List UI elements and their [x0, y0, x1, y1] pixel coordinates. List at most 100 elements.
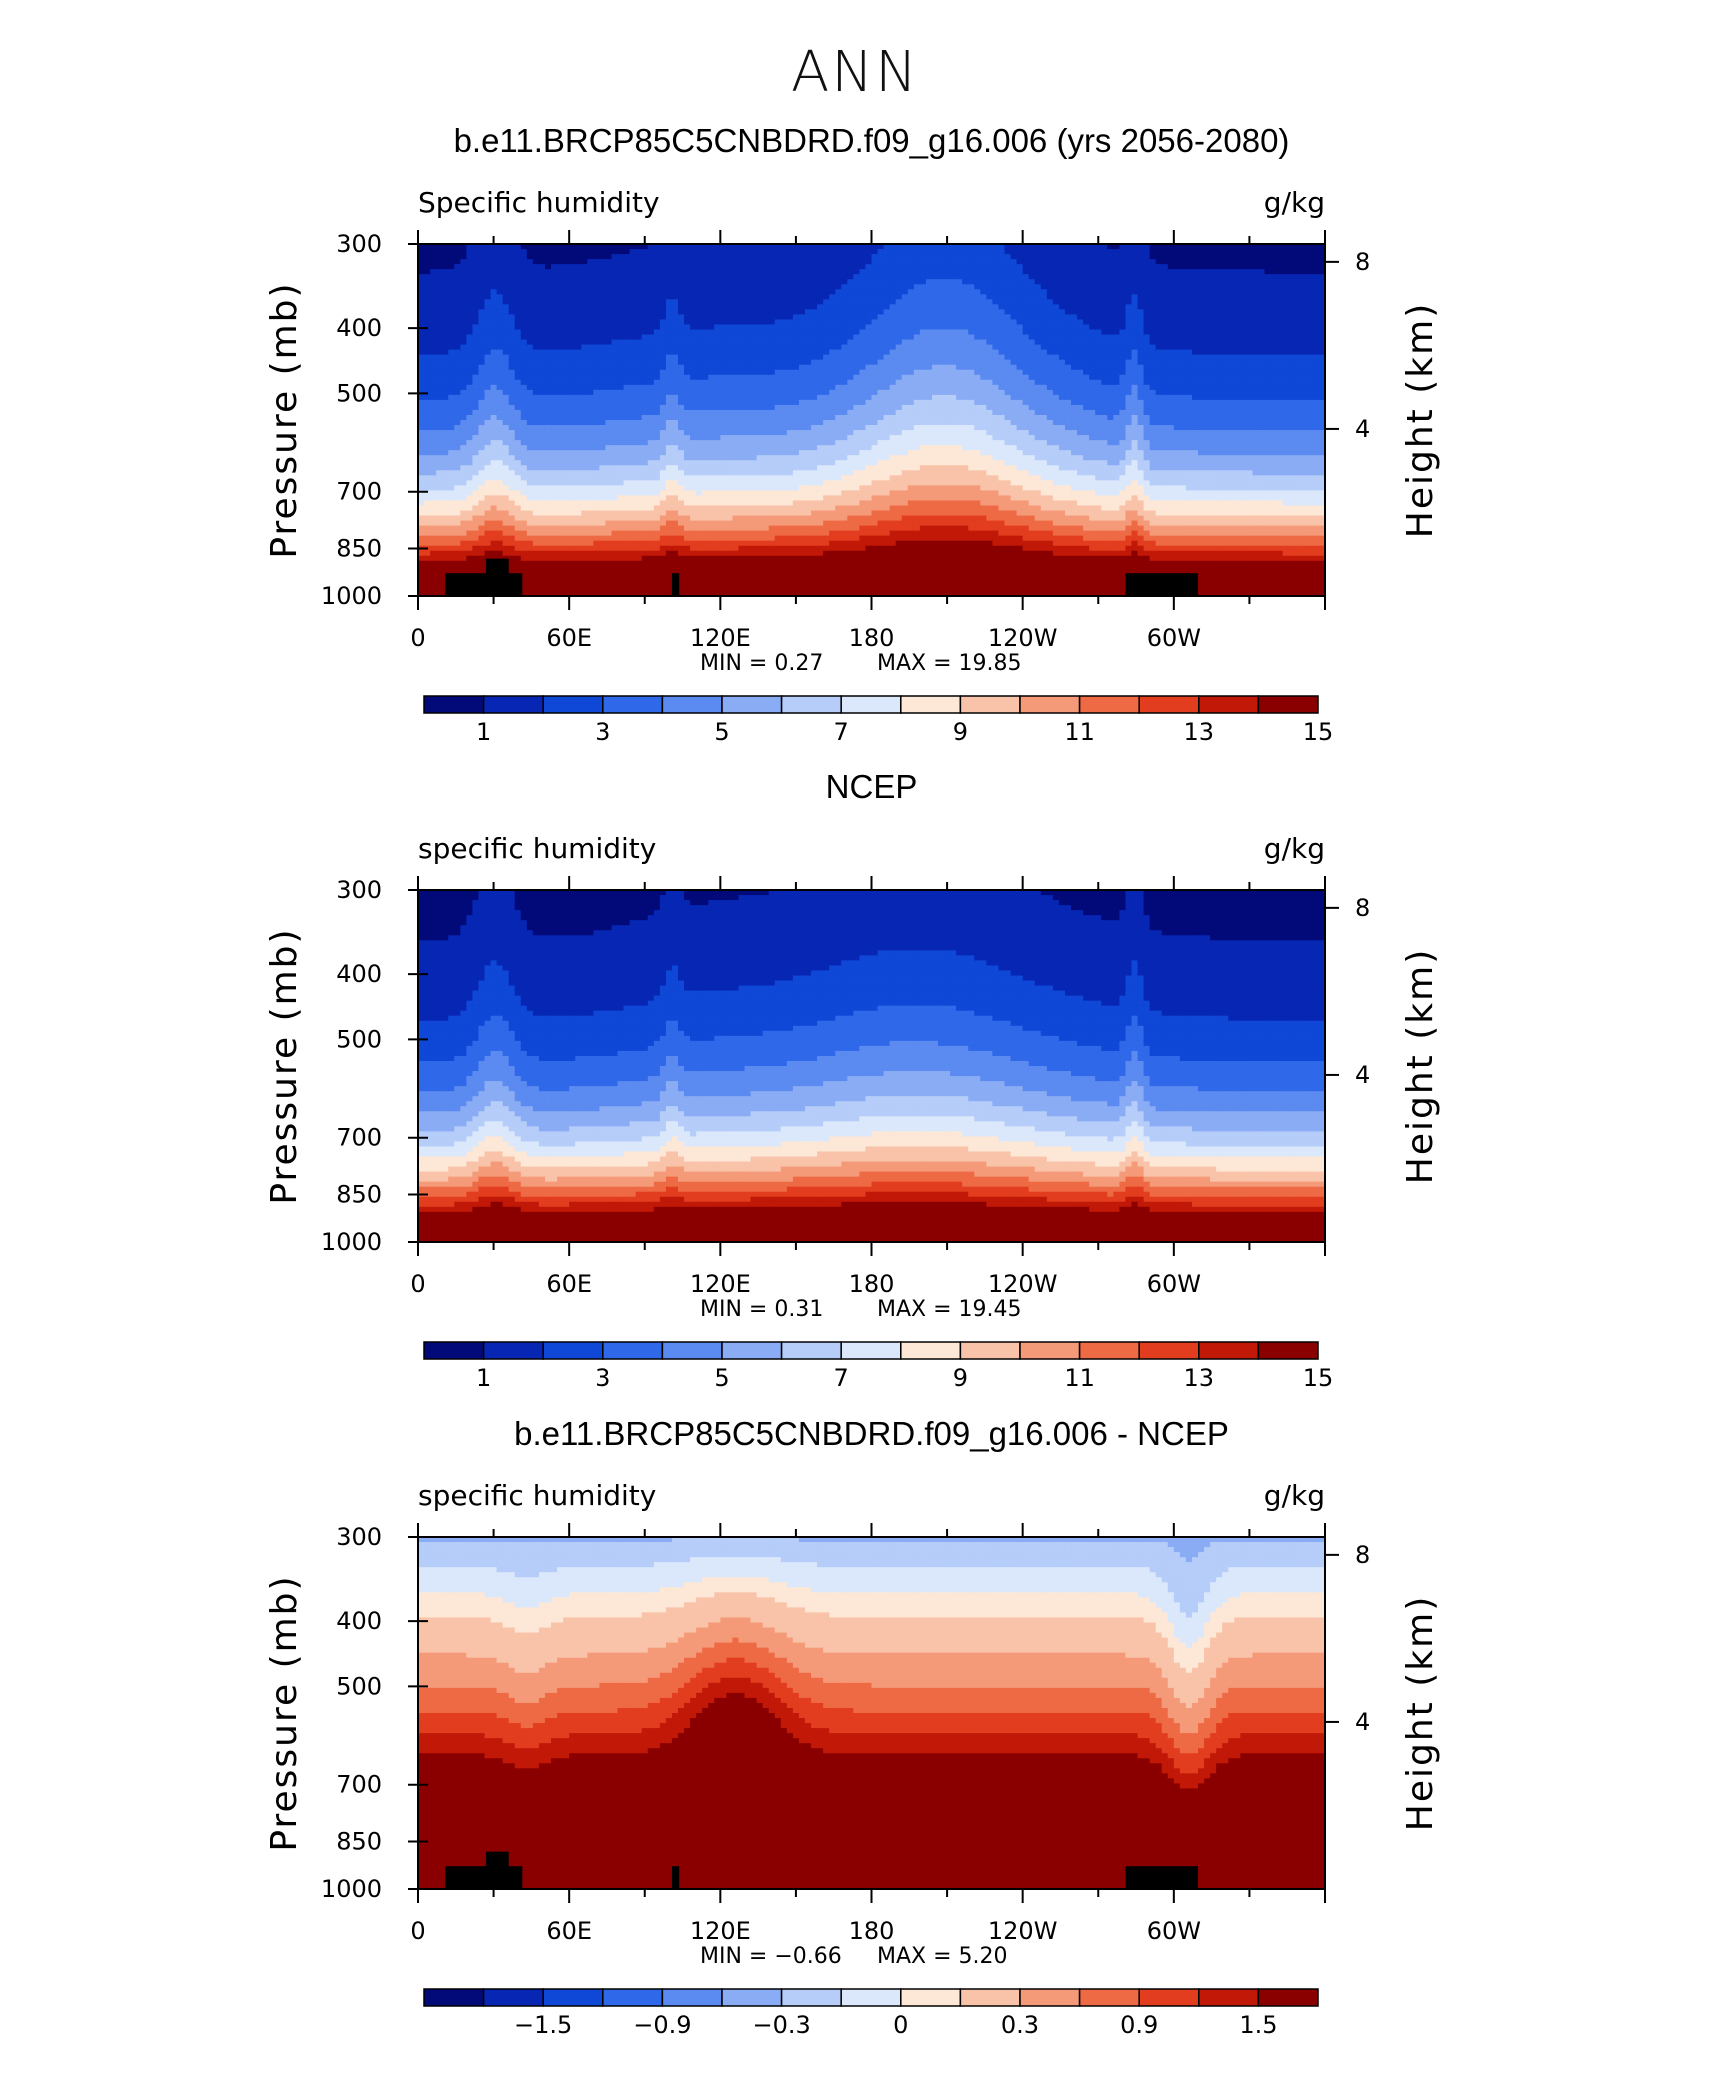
- contour-cell: [491, 541, 498, 547]
- contour-cell: [485, 395, 492, 401]
- contour-cell: [533, 299, 540, 305]
- contour-cell: [624, 546, 631, 552]
- contour-cell: [648, 289, 655, 295]
- contour-cell: [424, 495, 431, 501]
- contour-cell: [745, 440, 752, 446]
- contour-cell: [666, 264, 673, 270]
- contour-cell: [805, 264, 812, 270]
- contour-cell: [430, 284, 437, 290]
- contour-cell: [509, 380, 516, 386]
- contour-cell: [624, 536, 631, 542]
- contour-cell: [811, 350, 818, 356]
- contour-cell: [829, 541, 836, 547]
- contour-cell: [424, 269, 431, 275]
- contour-cell: [696, 355, 703, 361]
- contour-cell: [448, 526, 455, 532]
- contour-cell: [478, 521, 485, 527]
- contour-cell: [587, 420, 594, 426]
- contour-cell: [841, 556, 848, 562]
- contour-cell: [605, 571, 612, 577]
- contour-cell: [678, 435, 685, 441]
- contour-cell: [678, 360, 685, 366]
- contour-cell: [720, 521, 727, 527]
- contour-cell: [557, 465, 564, 471]
- contour-cell: [708, 485, 715, 491]
- contour-cell: [460, 526, 467, 532]
- contour-cell: [672, 355, 679, 361]
- contour-cell: [648, 576, 655, 582]
- contour-cell: [575, 299, 582, 305]
- contour-cell: [563, 485, 570, 491]
- contour-cell: [485, 264, 492, 270]
- contour-cell: [745, 531, 752, 537]
- contour-cell: [563, 274, 570, 280]
- contour-cell: [684, 410, 691, 416]
- contour-cell: [630, 561, 637, 567]
- contour-cell: [793, 551, 800, 557]
- contour-cell: [599, 294, 606, 300]
- contour-cell: [823, 430, 830, 436]
- contour-cell: [430, 390, 437, 396]
- contour-cell: [442, 561, 449, 567]
- contour-cell: [751, 405, 758, 411]
- contour-cell: [460, 294, 467, 300]
- contour-cell: [454, 455, 461, 461]
- contour-cell: [702, 455, 709, 461]
- contour-cell: [702, 279, 709, 285]
- contour-cell: [678, 365, 685, 371]
- contour-cell: [448, 249, 455, 255]
- contour-cell: [485, 440, 492, 446]
- contour-cell: [436, 370, 443, 376]
- contour-cell: [684, 576, 691, 582]
- contour-cell: [720, 440, 727, 446]
- contour-cell: [630, 365, 637, 371]
- contour-cell: [599, 430, 606, 436]
- contour-cell: [841, 460, 848, 466]
- contour-cell: [787, 254, 794, 260]
- contour-cell: [430, 516, 437, 522]
- contour-cell: [509, 370, 516, 376]
- contour-cell: [793, 465, 800, 471]
- contour-cell: [630, 470, 637, 476]
- contour-cell: [424, 440, 431, 446]
- contour-cell: [745, 279, 752, 285]
- contour-cell: [533, 355, 540, 361]
- contour-cell: [424, 299, 431, 305]
- contour-cell: [557, 516, 564, 522]
- contour-cell: [781, 284, 788, 290]
- contour-cell: [563, 284, 570, 290]
- contour-cell: [732, 490, 739, 496]
- contour-cell: [799, 546, 806, 552]
- contour-cell: [599, 485, 606, 491]
- contour-cell: [702, 521, 709, 527]
- contour-cell: [672, 450, 679, 456]
- contour-cell: [539, 289, 546, 295]
- contour-cell: [642, 284, 649, 290]
- contour-cell: [726, 400, 733, 406]
- contour-cell: [738, 556, 745, 562]
- contour-cell: [775, 505, 782, 511]
- contour-cell: [569, 450, 576, 456]
- contour-cell: [757, 400, 764, 406]
- contour-cell: [424, 541, 431, 547]
- contour-cell: [485, 400, 492, 406]
- contour-cell: [690, 475, 697, 481]
- contour-cell: [775, 279, 782, 285]
- contour-cell: [726, 299, 733, 305]
- contour-cell: [448, 445, 455, 451]
- contour-cell: [841, 309, 848, 315]
- contour-cell: [799, 274, 806, 280]
- contour-cell: [775, 360, 782, 366]
- contour-cell: [817, 561, 824, 567]
- contour-cell: [654, 536, 661, 542]
- contour-cell: [472, 566, 479, 572]
- contour-cell: [539, 500, 546, 506]
- contour-cell: [835, 546, 842, 552]
- contour-cell: [545, 279, 552, 285]
- contour-cell: [726, 440, 733, 446]
- contour-cell: [757, 495, 764, 501]
- contour-cell: [751, 500, 758, 506]
- contour-cell: [454, 395, 461, 401]
- contour-cell: [497, 345, 504, 351]
- contour-cell: [654, 410, 661, 416]
